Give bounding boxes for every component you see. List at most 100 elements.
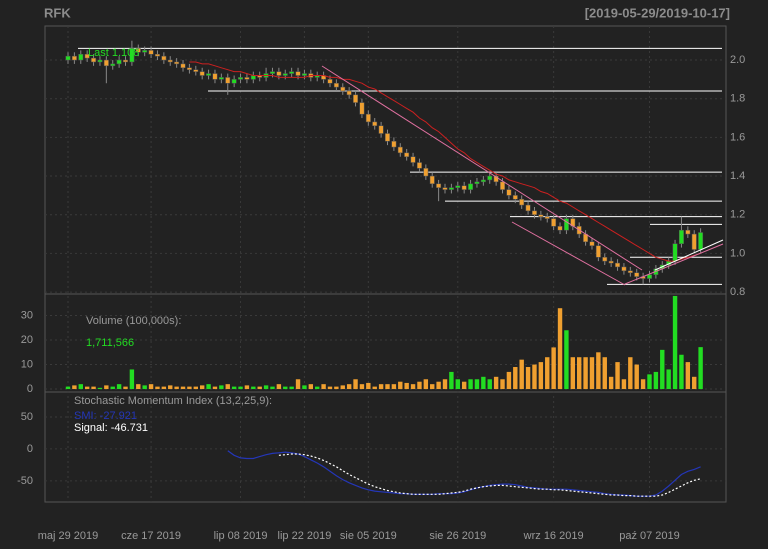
y-tick-label: 1.0 [730,247,745,259]
candle-body [110,63,116,67]
y-tick-label: 50 [21,411,33,423]
volume-bar [698,347,703,390]
candle-body [634,272,640,277]
candle-body [474,181,480,185]
volume-bar [199,385,205,390]
volume-bar [461,381,467,390]
trend-line [624,243,724,285]
volume-bar [104,385,109,390]
signal-line [278,453,701,497]
candle-body [212,73,218,80]
candle-body [442,187,448,190]
candle-body [404,152,410,157]
volume-bar [327,386,333,390]
volume-bar [621,379,627,390]
volume-bar [672,295,678,390]
volume-bar [353,379,358,390]
volume-bar [481,376,486,390]
volume-bar [391,384,397,390]
volume-bar [219,385,224,390]
candle-body [544,216,550,219]
volume-bar [270,386,275,390]
volume-bar [187,386,192,390]
volume-bar [564,330,569,390]
candle-body [186,67,192,70]
candle-body [71,55,77,61]
x-tick-label: sie 05 2019 [340,530,397,542]
volume-bar [238,386,243,390]
volume-bar [551,347,556,390]
candle-body [250,75,256,80]
candle-body [340,86,346,92]
candle-body [218,77,224,80]
volume-bar [455,379,460,390]
volume-bar [231,386,237,390]
candle-body [538,214,544,217]
candle-body [231,79,237,84]
candle-body [199,71,205,76]
volume-bar [634,364,639,390]
chart-subtitle: [2019-05-29/2019-10-17] [585,5,730,20]
candle-body [500,181,505,190]
volume-bar [263,385,269,390]
candle-body [346,90,352,96]
volume-bar [251,386,256,390]
smi-title: Stochastic Momentum Index (13,2,25,9): [74,395,272,407]
candle-body [551,218,557,227]
candle-body [282,73,288,76]
candle-body [97,59,103,63]
volume-bar [136,384,141,390]
volume-label: Volume (100,000s): [86,315,181,327]
volume-bar [398,381,403,390]
candle-body [295,71,301,76]
x-tick-label: lip 22 2019 [278,530,332,542]
candle-body [436,183,442,188]
volume-bar [155,386,160,390]
last-price-label: Last 1.108 [88,47,139,59]
candle-body [155,53,160,57]
volume-bar [653,371,659,390]
candle-body [84,53,90,59]
candle-body [672,243,678,262]
y-tick-label: 1.4 [730,170,745,182]
x-tick-label: wrz 16 2019 [523,530,584,542]
y-tick-label: 0 [27,443,33,455]
volume-bar [340,385,345,390]
candle-body [448,187,454,190]
candle-body [378,125,384,134]
volume-bar [410,384,416,390]
candle-body [135,48,141,53]
volume-bar [206,384,211,390]
candle-body [353,94,359,103]
candle-body [174,61,180,65]
candle-body [103,59,109,67]
volume-bar [442,379,448,390]
candle-body [487,175,493,181]
volume-bar [366,382,371,390]
volume-bar [468,379,473,390]
candle-body [678,229,684,244]
candle-body [557,226,563,231]
volume-bar [417,381,422,390]
y-tick-label: 2.0 [730,54,745,66]
candle-body [691,233,697,250]
candle-body [615,262,620,268]
candle-body [385,133,390,142]
candle-body [148,50,154,55]
volume-bar [72,385,77,390]
trend-line [654,239,724,271]
candle-body [129,48,135,63]
volume-bar [65,386,71,390]
volume-bar [430,384,435,390]
volume-bar [168,385,173,390]
candle-body [372,121,378,127]
volume-bar [557,308,563,390]
volume-bar [174,386,179,390]
y-tick-label: 20 [21,334,33,346]
volume-bar [538,362,544,390]
candle-body [627,270,633,273]
candle-body [429,175,435,185]
volume-bar [385,384,390,390]
volume-bar [91,386,96,390]
